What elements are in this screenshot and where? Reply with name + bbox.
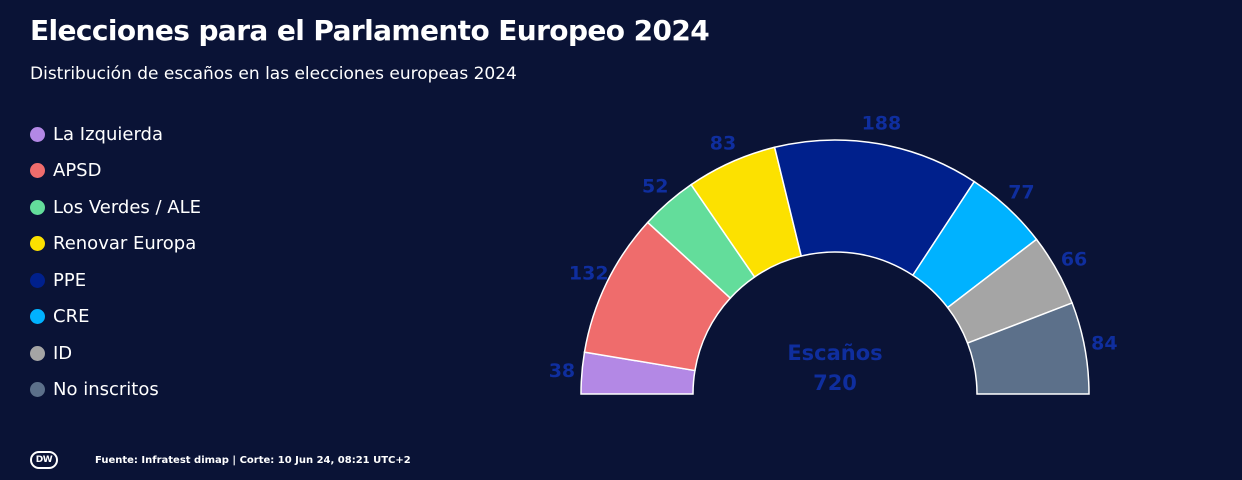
value-label: 84 — [1091, 333, 1117, 355]
legend-swatch — [30, 199, 45, 215]
legend-label: CRE — [53, 306, 90, 328]
legend-label: ID — [53, 342, 73, 364]
center-label: Escaños — [787, 341, 882, 365]
legend-item: No inscritos — [30, 372, 201, 409]
chart-value-labels: 38 132 52 83 188 77 66 84 — [549, 112, 1118, 381]
chart-subtitle: Distribución de escaños en las eleccione… — [30, 64, 517, 84]
legend-item: Los Verdes / ALE — [30, 189, 201, 226]
value-label: 83 — [710, 132, 736, 154]
legend-swatch — [30, 382, 45, 398]
source-note: Fuente: Infratest dimap | Corte: 10 Jun … — [95, 454, 411, 466]
center-total: 720 — [813, 371, 857, 395]
legend-swatch — [30, 272, 45, 288]
value-label: 132 — [569, 262, 609, 284]
legend-label: PPE — [53, 269, 87, 291]
segment-no-inscritos — [966, 302, 1090, 395]
legend-label: La Izquierda — [53, 123, 163, 145]
legend-swatch — [30, 236, 45, 252]
value-label: 188 — [862, 112, 902, 134]
value-label: 38 — [549, 360, 575, 382]
legend-swatch — [30, 309, 45, 325]
legend-label: APSD — [53, 160, 102, 182]
chart-title: Elecciones para el Parlamento Europeo 20… — [30, 14, 710, 47]
value-label: 66 — [1061, 249, 1087, 271]
legend-item: APSD — [30, 153, 201, 190]
legend-swatch — [30, 345, 45, 361]
dw-logo-icon: DW — [30, 451, 58, 469]
legend-item: PPE — [30, 262, 201, 299]
legend-label: No inscritos — [53, 379, 159, 401]
legend-label: Los Verdes / ALE — [53, 196, 201, 218]
value-label: 77 — [1008, 182, 1034, 204]
legend-swatch — [30, 126, 45, 142]
legend-item: La Izquierda — [30, 116, 201, 153]
value-label: 52 — [642, 176, 668, 198]
legend-item: CRE — [30, 299, 201, 336]
legend-item: ID — [30, 335, 201, 372]
chart-segments — [580, 139, 1090, 395]
footer: DW Fuente: Infratest dimap | Corte: 10 J… — [30, 451, 411, 469]
legend-item: Renovar Europa — [30, 226, 201, 263]
legend-swatch — [30, 163, 45, 179]
legend: La Izquierda APSD Los Verdes / ALE Renov… — [30, 116, 201, 408]
legend-label: Renovar Europa — [53, 233, 197, 255]
